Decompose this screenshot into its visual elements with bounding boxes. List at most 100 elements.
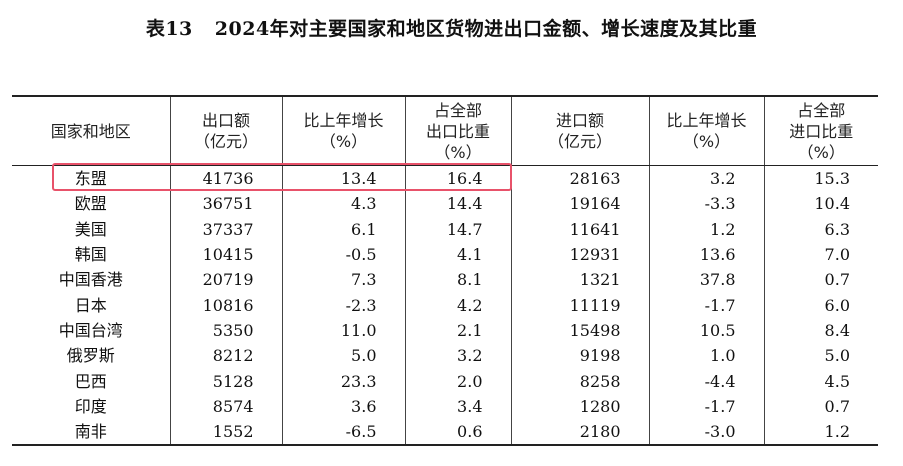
region-name-cell: 巴西 bbox=[74, 371, 107, 391]
column-header: 占全部 出口比重 （%） bbox=[404, 95, 511, 166]
column-header-line: （亿元） bbox=[547, 132, 612, 151]
value-cell: -1.7 bbox=[648, 393, 764, 419]
value-cell: 20719 bbox=[169, 267, 282, 293]
value-cell: 5.0 bbox=[281, 343, 405, 369]
region-name-cell: 俄罗斯 bbox=[66, 346, 115, 366]
value-cell: 37337 bbox=[169, 216, 282, 242]
table-row: 中国台湾 5350 11.0 2.1 15498 10.5 8.4 bbox=[12, 317, 878, 344]
value-cell: -3.0 bbox=[648, 418, 764, 447]
value-cell: 10415 bbox=[169, 241, 282, 268]
value-cell: 15498 bbox=[510, 317, 649, 344]
value-cell: 28163 bbox=[510, 165, 649, 192]
value-cell: 1552 bbox=[169, 418, 282, 447]
table-title: 表13 2024年对主要国家和地区货物进出口金额、增长速度及其比重 bbox=[0, 14, 903, 41]
value-cell: 12931 bbox=[510, 241, 649, 268]
column-header-line: 国家和地区 bbox=[50, 121, 131, 141]
table-number: 表13 bbox=[145, 18, 193, 40]
value-cell: 5128 bbox=[169, 368, 282, 394]
column-header-line: 占全部 bbox=[797, 100, 846, 120]
value-cell: 13.4 bbox=[281, 165, 405, 192]
value-cell: 9198 bbox=[510, 343, 649, 369]
table-row: 俄罗斯 8212 5.0 3.2 9198 1.0 5.0 bbox=[12, 343, 878, 369]
column-header-line: 出口额 bbox=[201, 111, 250, 130]
table-row: 日本 10816 -2.3 4.2 11119 -1.7 6.0 bbox=[12, 292, 878, 318]
value-cell: 7.3 bbox=[281, 267, 405, 293]
value-cell: 1321 bbox=[510, 267, 649, 293]
value-cell: 3.6 bbox=[281, 393, 405, 419]
value-cell: 8.1 bbox=[404, 267, 511, 293]
value-cell: 10.5 bbox=[648, 317, 764, 344]
value-cell: 23.3 bbox=[281, 368, 405, 394]
region-name-cell: 印度 bbox=[74, 396, 107, 416]
value-cell: 4.3 bbox=[281, 191, 405, 217]
value-cell: 1.2 bbox=[763, 418, 878, 447]
column-header: 国家和地区 bbox=[12, 95, 170, 166]
value-cell: 15.3 bbox=[763, 165, 878, 192]
value-cell: 5350 bbox=[169, 317, 282, 344]
value-cell: 5.0 bbox=[763, 343, 878, 369]
value-cell: 3.2 bbox=[404, 343, 511, 369]
value-cell: -6.5 bbox=[281, 418, 405, 447]
value-cell: 8258 bbox=[510, 368, 649, 394]
value-cell: -1.7 bbox=[648, 292, 764, 318]
value-cell: 14.7 bbox=[404, 216, 511, 242]
region-name-cell: 韩国 bbox=[74, 245, 107, 265]
table-row: 巴西 5128 23.3 2.0 8258 -4.4 4.5 bbox=[12, 368, 878, 394]
table-row: 南非 1552 -6.5 0.6 2180 -3.0 1.2 bbox=[12, 418, 878, 447]
value-cell: 0.6 bbox=[404, 418, 511, 447]
value-cell: 1280 bbox=[510, 393, 649, 419]
value-cell: -2.3 bbox=[281, 292, 405, 318]
value-cell: 2180 bbox=[510, 418, 649, 447]
value-cell: 10816 bbox=[169, 292, 282, 318]
region-name-cell: 日本 bbox=[74, 295, 107, 315]
value-cell: 3.2 bbox=[648, 165, 764, 192]
column-header: 比上年增长 （%） bbox=[281, 95, 405, 166]
region-name-cell: 东盟 bbox=[74, 169, 107, 189]
column-header-line: （%） bbox=[319, 132, 368, 151]
column-header-line: （%） bbox=[434, 142, 482, 162]
value-cell: 2.1 bbox=[404, 317, 511, 344]
value-cell: 8.4 bbox=[763, 317, 878, 344]
region-name-cell: 美国 bbox=[74, 219, 107, 239]
value-cell: 2.0 bbox=[404, 368, 511, 394]
column-header-line: （亿元） bbox=[193, 132, 258, 151]
value-cell: 13.6 bbox=[648, 241, 764, 268]
region-name-cell: 欧盟 bbox=[74, 194, 107, 214]
value-cell: 0.7 bbox=[763, 393, 878, 419]
column-header: 比上年增长 （%） bbox=[648, 95, 764, 166]
column-header-line: 出口比重 bbox=[425, 121, 490, 141]
value-cell: 8212 bbox=[169, 343, 282, 369]
table-row: 印度 8574 3.6 3.4 1280 -1.7 0.7 bbox=[12, 393, 878, 419]
table-row: 韩国 10415 -0.5 4.1 12931 13.6 7.0 bbox=[12, 241, 878, 268]
value-cell: 7.0 bbox=[763, 241, 878, 268]
value-cell: -3.3 bbox=[648, 191, 764, 217]
value-cell: 3.4 bbox=[404, 393, 511, 419]
column-header-line: 占全部 bbox=[433, 100, 482, 120]
table-title-text: 2024年对主要国家和地区货物进出口金额、增长速度及其比重 bbox=[214, 18, 758, 40]
value-cell: 6.3 bbox=[763, 216, 878, 242]
column-header: 占全部 进口比重 （%） bbox=[763, 95, 878, 166]
value-cell: 1.2 bbox=[648, 216, 764, 242]
table-body: 东盟 41736 13.4 16.4 28163 3.2 15.3 欧盟 36751 4.3 14.… bbox=[12, 165, 878, 447]
table-row: 美国 37337 6.1 14.7 11641 1.2 6.3 bbox=[12, 216, 878, 242]
value-cell: 19164 bbox=[510, 191, 649, 217]
value-cell: 11641 bbox=[510, 216, 649, 242]
region-name-cell: 南非 bbox=[12, 418, 170, 447]
column-header-line: （%） bbox=[682, 132, 731, 151]
value-cell: 10.4 bbox=[763, 191, 878, 217]
value-cell: -0.5 bbox=[281, 241, 405, 268]
column-header-line: 比上年增长 bbox=[666, 111, 747, 130]
column-header-line: 进口比重 bbox=[789, 121, 854, 141]
value-cell: 0.7 bbox=[763, 267, 878, 293]
table-row: 欧盟 36751 4.3 14.4 19164 -3.3 10.4 bbox=[12, 191, 878, 217]
table-row: 中国香港 20719 7.3 8.1 1321 37.8 0.7 bbox=[12, 267, 878, 293]
value-cell: 11.0 bbox=[281, 317, 405, 344]
column-header-line: 比上年增长 bbox=[303, 111, 384, 130]
trade-table: 国家和地区 出口额 （亿元） 比上年增长 （%） 占全部 出口比重 （%） 进口额 （亿元） 比上年… bbox=[12, 95, 878, 447]
value-cell: 16.4 bbox=[404, 165, 511, 192]
value-cell: 8574 bbox=[169, 393, 282, 419]
column-header: 出口额 （亿元） bbox=[169, 95, 282, 166]
value-cell: 4.1 bbox=[404, 241, 511, 268]
region-name-cell: 中国香港 bbox=[58, 270, 123, 290]
region-name-cell: 中国台湾 bbox=[58, 320, 123, 340]
